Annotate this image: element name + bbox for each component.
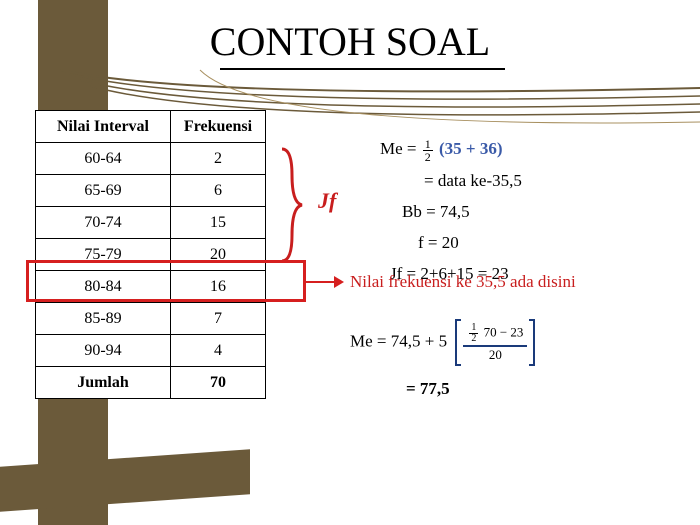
title-underline xyxy=(220,68,505,70)
fraction-denominator: 2 xyxy=(423,151,433,163)
table-row: 80-8416 xyxy=(36,271,266,303)
table-row: 85-897 xyxy=(36,303,266,335)
footer-label: Jumlah xyxy=(36,367,171,399)
cell-interval: 65-69 xyxy=(36,175,171,207)
cell-interval: 75-79 xyxy=(36,239,171,271)
cell-frekuensi: 16 xyxy=(171,271,266,303)
jf-label: Jf xyxy=(318,188,336,214)
inner-half-fraction: 1 2 xyxy=(469,323,478,344)
me-equation: Me = 1 2 (35 + 36) xyxy=(380,135,522,163)
table-row: 90-944 xyxy=(36,335,266,367)
footer-value: 70 xyxy=(171,367,266,399)
cell-interval: 90-94 xyxy=(36,335,171,367)
cell-frekuensi: 15 xyxy=(171,207,266,239)
table-footer-row: Jumlah 70 xyxy=(36,367,266,399)
cell-interval: 85-89 xyxy=(36,303,171,335)
page-title: CONTOH SOAL xyxy=(0,18,700,65)
cell-frekuensi: 2 xyxy=(171,143,266,175)
col-header-interval: Nilai Interval xyxy=(36,111,171,143)
top-expression: 70 − 23 xyxy=(484,324,524,339)
jf-brace-icon xyxy=(278,145,308,265)
frequency-table: Nilai Interval Frekuensi 60-64265-69670-… xyxy=(35,110,266,399)
cell-frekuensi: 7 xyxy=(171,303,266,335)
me-prefix: Me = xyxy=(380,139,421,158)
calculation-block-top: Me = 1 2 (35 + 36) = data ke-35,5 Bb = 7… xyxy=(380,135,522,291)
cell-interval: 70-74 xyxy=(36,207,171,239)
bottom-expression: 20 xyxy=(463,347,527,363)
fraction-numerator: 1 xyxy=(423,138,433,151)
me-expanded: Me = 74,5 + 5 1 2 70 − 23 20 xyxy=(350,320,535,365)
f-value: f = 20 xyxy=(380,229,522,256)
bracket-fraction: 1 2 70 − 23 20 xyxy=(463,322,527,363)
cell-frekuensi: 6 xyxy=(171,175,266,207)
col-header-frekuensi: Frekuensi xyxy=(171,111,266,143)
table-row: 60-642 xyxy=(36,143,266,175)
cell-interval: 60-64 xyxy=(36,143,171,175)
cell-interval: 80-84 xyxy=(36,271,171,303)
data-ke: = data ke-35,5 xyxy=(380,167,522,194)
calculation-block-bottom: Me = 74,5 + 5 1 2 70 − 23 20 = 77,5 xyxy=(350,320,535,413)
table-header-row: Nilai Interval Frekuensi xyxy=(36,111,266,143)
table-row: 65-696 xyxy=(36,175,266,207)
cell-frekuensi: 20 xyxy=(171,239,266,271)
arrow-head-icon xyxy=(334,276,344,288)
cell-frekuensi: 4 xyxy=(171,335,266,367)
table-row: 70-7415 xyxy=(36,207,266,239)
table-row: 75-7920 xyxy=(36,239,266,271)
result: = 77,5 xyxy=(350,379,535,399)
fraction-half: 1 2 xyxy=(423,138,433,163)
bracket-expression: 1 2 70 − 23 20 xyxy=(455,320,535,365)
arrow-annotation: Nilai frekuensi ke 35,5 ada disini xyxy=(350,272,576,292)
me-paren: (35 + 36) xyxy=(439,139,503,158)
me2-prefix: Me = 74,5 + 5 xyxy=(350,332,451,351)
bb-value: Bb = 74,5 xyxy=(380,198,522,225)
